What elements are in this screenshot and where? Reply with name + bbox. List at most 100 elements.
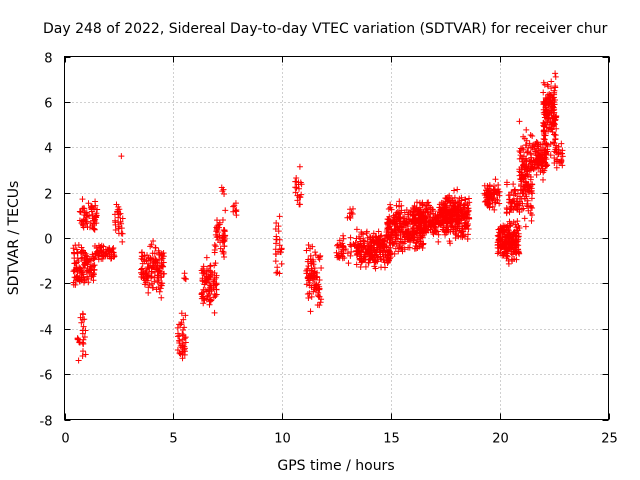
data-point: [543, 96, 550, 103]
data-point: [484, 183, 491, 190]
data-point: [278, 260, 285, 267]
data-point: [456, 206, 463, 213]
data-point: [552, 146, 559, 153]
data-point: [348, 248, 355, 255]
data-point: [296, 185, 303, 192]
data-point: [79, 348, 86, 355]
data-point: [549, 103, 556, 110]
y-tick-label: 2: [44, 188, 52, 203]
data-point: [483, 187, 490, 194]
data-point: [436, 212, 443, 219]
data-point: [514, 218, 521, 225]
data-point: [100, 243, 107, 250]
data-point: [79, 316, 86, 323]
data-point: [76, 217, 83, 224]
data-point: [540, 89, 547, 96]
data-point: [548, 85, 555, 92]
data-point: [523, 126, 530, 133]
data-point: [435, 231, 442, 238]
data-point: [519, 190, 526, 197]
data-point: [516, 200, 523, 207]
data-point: [147, 243, 154, 250]
data-point: [494, 232, 501, 239]
data-point: [152, 244, 159, 251]
data-point: [521, 195, 528, 202]
data-point: [216, 219, 223, 226]
data-point: [111, 211, 118, 218]
data-point: [458, 197, 465, 204]
data-point: [516, 118, 523, 125]
data-point: [387, 204, 394, 211]
data-point: [182, 312, 189, 319]
data-point: [306, 279, 313, 286]
data-point: [521, 166, 528, 173]
y-tick-label: -2: [40, 278, 53, 293]
data-point: [396, 203, 403, 210]
data-point: [493, 196, 500, 203]
data-point: [81, 333, 88, 340]
data-point: [297, 201, 304, 208]
data-point: [74, 255, 81, 262]
data-point: [360, 237, 367, 244]
data-point: [367, 255, 374, 262]
data-point: [536, 159, 543, 166]
data-point: [297, 193, 304, 200]
data-point: [274, 264, 281, 271]
data-point: [419, 202, 426, 209]
data-point: [413, 205, 420, 212]
data-point: [372, 265, 379, 272]
data-point: [492, 176, 499, 183]
data-point: [527, 132, 534, 139]
data-point: [520, 161, 527, 168]
data-point: [207, 262, 214, 269]
data-point: [174, 330, 181, 337]
data-point: [537, 141, 544, 148]
data-point: [371, 242, 378, 249]
data-point: [423, 206, 430, 213]
y-axis-label: SDTVAR / TECUs: [6, 181, 22, 296]
data-point: [410, 212, 417, 219]
data-point: [145, 289, 152, 296]
data-point: [276, 213, 283, 220]
data-point: [231, 202, 238, 209]
data-point: [419, 199, 426, 206]
chart-title: Day 248 of 2022, Sidereal Day-to-day VTE…: [43, 21, 608, 37]
data-point: [508, 205, 515, 212]
data-point: [81, 277, 88, 284]
data-point: [444, 226, 451, 233]
data-point: [304, 267, 311, 274]
data-point: [506, 199, 513, 206]
data-point: [200, 300, 207, 307]
data-point: [512, 204, 519, 211]
data-point: [503, 252, 510, 259]
data-point: [174, 324, 181, 331]
data-point: [198, 295, 205, 302]
data-point: [380, 253, 387, 260]
data-point: [551, 99, 558, 106]
data-point: [349, 210, 356, 217]
data-point: [233, 207, 240, 214]
data-point: [88, 203, 95, 210]
data-point: [78, 319, 85, 326]
data-point: [98, 247, 105, 254]
data-point: [538, 163, 545, 170]
data-point: [513, 224, 520, 231]
data-point: [139, 260, 146, 267]
data-point: [513, 249, 520, 256]
data-point: [273, 236, 280, 243]
data-point: [75, 241, 82, 248]
data-point: [154, 272, 161, 279]
data-point: [494, 250, 501, 257]
data-point: [81, 261, 88, 268]
data-point: [441, 201, 448, 208]
data-point: [412, 216, 419, 223]
data-point: [366, 233, 373, 240]
data-point: [377, 233, 384, 240]
data-point: [71, 274, 78, 281]
data-point: [523, 202, 530, 209]
data-point: [139, 265, 146, 272]
data-point: [376, 245, 383, 252]
data-point: [317, 299, 324, 306]
data-point: [401, 218, 408, 225]
